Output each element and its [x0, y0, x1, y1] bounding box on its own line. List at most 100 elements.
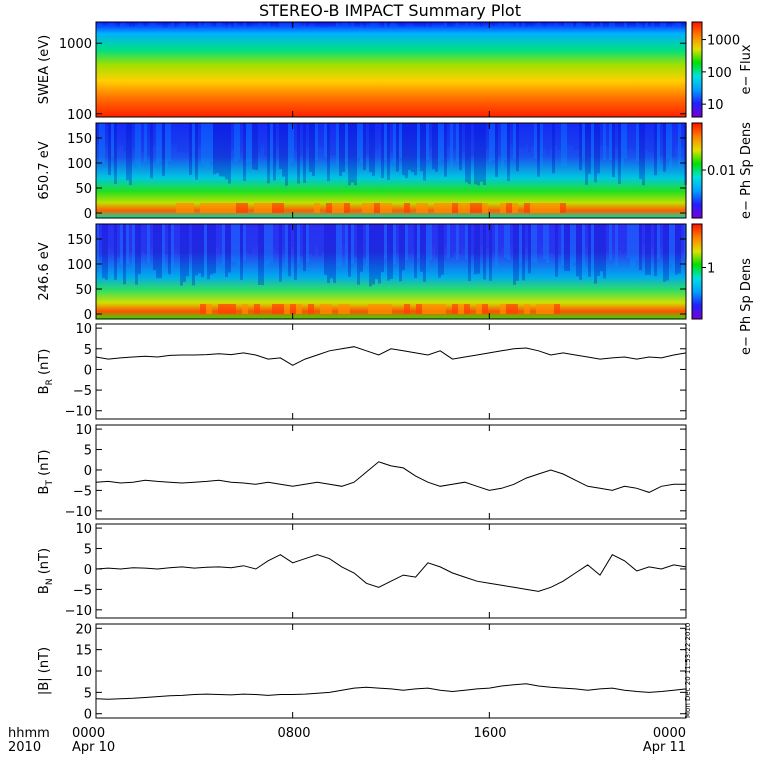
streak [459, 22, 462, 25]
streak [534, 22, 537, 25]
streak [162, 224, 165, 270]
streak [498, 224, 501, 252]
streak [195, 123, 198, 180]
streak [180, 123, 183, 153]
streak [519, 224, 522, 263]
streak [378, 123, 381, 145]
streak [351, 224, 354, 264]
streak [447, 22, 450, 28]
streak [183, 224, 186, 282]
streak [321, 224, 324, 253]
streak [606, 22, 609, 28]
streak [354, 224, 357, 257]
streak [144, 224, 147, 254]
y-tick-label: 5 [84, 343, 92, 358]
streak [444, 224, 447, 247]
streak [456, 22, 459, 26]
y-tick-label: 100 [67, 258, 92, 273]
streak [258, 123, 261, 153]
streak [111, 224, 114, 252]
warm-band [206, 203, 212, 213]
streak [216, 123, 219, 174]
streak [669, 224, 672, 265]
x-tick-label-1600: 1600 [473, 726, 506, 741]
streak [387, 123, 390, 180]
streak [402, 224, 405, 271]
warm-band [296, 304, 302, 314]
streak [519, 123, 522, 148]
streak [318, 224, 321, 257]
streak [204, 224, 207, 269]
streak [306, 22, 309, 27]
streak [510, 123, 513, 145]
streak [339, 224, 342, 267]
series-line-4 [95, 346, 687, 366]
warm-band [338, 203, 344, 213]
streak [612, 224, 615, 249]
streak [546, 123, 549, 155]
streak [474, 22, 477, 25]
streak [150, 22, 153, 27]
streak [255, 123, 258, 171]
streak [339, 123, 342, 177]
streak [624, 22, 627, 26]
streak [183, 22, 186, 26]
streak [276, 22, 279, 28]
streak [657, 224, 660, 259]
streak [111, 22, 114, 26]
warm-band [188, 203, 194, 213]
streak [276, 123, 279, 147]
streak [552, 123, 555, 174]
streak [207, 224, 210, 280]
streak [513, 224, 516, 285]
streak [429, 22, 432, 28]
warm-band [284, 304, 290, 314]
streak [465, 224, 468, 260]
colorbar-tick-label: 10 [707, 98, 724, 113]
streak [552, 22, 555, 25]
streak [378, 22, 381, 25]
streak [654, 22, 657, 27]
warm-band [506, 304, 512, 314]
warm-band [218, 304, 224, 314]
streak [432, 22, 435, 25]
streak [594, 22, 597, 28]
streak [393, 123, 396, 164]
y-tick-label: 150 [67, 132, 92, 147]
streak [654, 123, 657, 176]
warm-band [542, 203, 548, 213]
x-date-label-end: Apr 11 [643, 740, 686, 755]
warm-band [470, 203, 476, 213]
streak [387, 224, 390, 281]
streak [546, 22, 549, 25]
warm-band [224, 203, 230, 213]
colorbar-tick-label: 1 [707, 262, 715, 277]
warm-band [416, 203, 422, 213]
streak [393, 224, 396, 264]
streak [282, 224, 285, 251]
panel-3: 1 e− Ph Sp Dens 0 50 100 150 246.6 eV [37, 223, 754, 355]
streak [549, 22, 552, 25]
warm-band [224, 304, 230, 314]
y-axis-label: BN (nT) [37, 548, 55, 594]
streak [495, 22, 498, 25]
streak [483, 22, 486, 25]
streak [294, 22, 297, 26]
warm-band [536, 203, 542, 213]
streak [270, 22, 273, 27]
warm-band [320, 304, 326, 314]
streak [516, 224, 519, 281]
warm-band [476, 304, 482, 314]
panel-2: 0.01 e− Ph Sp Dens 0 50 100 150 650.7 eV [37, 122, 754, 222]
spectrogram-texture-2 [96, 123, 687, 213]
streak [369, 123, 372, 173]
streak [561, 224, 564, 266]
streak [375, 22, 378, 26]
streak [588, 22, 591, 27]
streak [252, 22, 255, 25]
y-axis-label: BR (nT) [37, 349, 55, 395]
streak [465, 123, 468, 183]
y-tick-label: −5 [73, 384, 92, 399]
